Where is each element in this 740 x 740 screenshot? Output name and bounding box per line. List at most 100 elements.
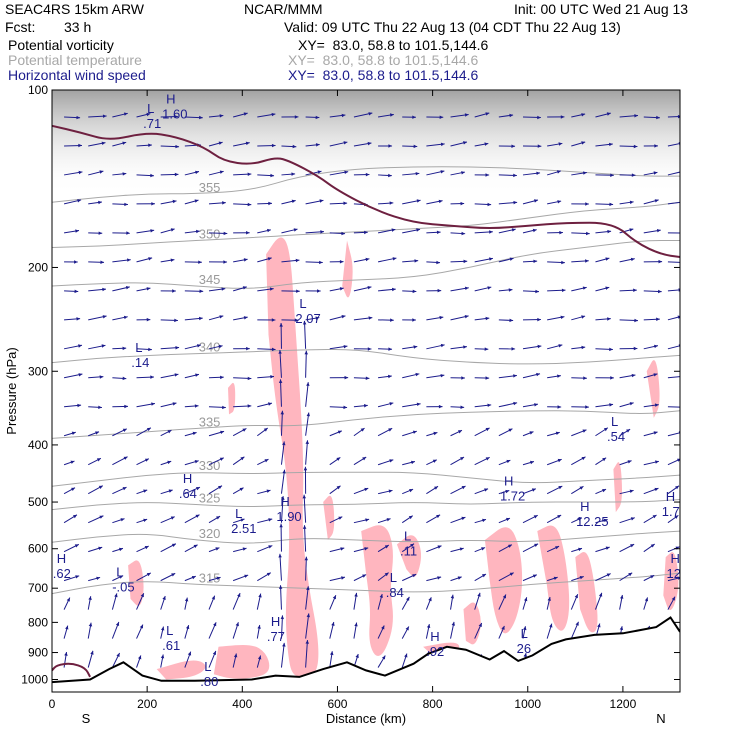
wind-vector-head-278 xyxy=(513,401,518,406)
wind-vector-399 xyxy=(279,523,283,552)
wind-vector-head-396 xyxy=(215,547,220,551)
y-tick-label-900: 900 xyxy=(28,646,48,660)
wind-vector-shaft-233 xyxy=(667,345,680,350)
wind-vector-head-143 xyxy=(392,257,397,261)
field-name-pv: Potential vorticity xyxy=(8,37,114,53)
wind-vector-39 xyxy=(378,144,393,148)
wind-vector-139 xyxy=(281,258,300,263)
wind-vector-314 xyxy=(112,456,128,466)
wind-vector-head-449 xyxy=(237,593,241,598)
wind-vector-shaft-451 xyxy=(280,585,282,610)
wind-vector-head-297 xyxy=(337,430,342,434)
wind-vector-45 xyxy=(522,144,542,148)
wind-vector-203 xyxy=(571,315,586,321)
wind-vector-228 xyxy=(547,344,563,350)
isentrope-335 xyxy=(52,410,680,439)
wind-vector-221 xyxy=(378,347,393,351)
wind-vector-head-354 xyxy=(461,486,466,490)
wind-vector-367 xyxy=(136,518,148,524)
wind-vector-head-324 xyxy=(362,457,367,461)
wind-vector-head-57 xyxy=(195,170,199,175)
wind-vector-head-32 xyxy=(218,141,223,145)
wind-vector-head-409 xyxy=(534,543,539,547)
wind-vector-head-373 xyxy=(281,496,285,500)
wind-vector-head-487 xyxy=(523,626,527,631)
wind-vector-292 xyxy=(208,430,225,437)
wind-vector-259 xyxy=(667,376,680,379)
hl-value-2: .14 xyxy=(131,355,149,370)
wind-vector-head-291 xyxy=(192,431,197,436)
wind-vector-316 xyxy=(160,460,172,466)
wind-vector-head-302 xyxy=(458,430,462,434)
wind-vector-head-341 xyxy=(143,489,148,493)
hl-letter-18: L xyxy=(204,659,211,674)
wind-vector-304 xyxy=(498,428,513,437)
wind-vector-head-86 xyxy=(268,201,272,206)
wind-vector-25 xyxy=(667,114,680,119)
isentrope-label-355: 355 xyxy=(199,180,221,195)
wind-vector-head-300 xyxy=(412,430,417,434)
x-tick-label-600: 600 xyxy=(327,697,347,711)
wind-vector-417 xyxy=(88,576,101,582)
wind-vector-155 xyxy=(667,261,680,263)
wind-vector-head-169 xyxy=(392,287,396,292)
wind-vector-363 xyxy=(667,485,680,495)
wind-vector-head-77 xyxy=(681,170,685,173)
wind-vector-125 xyxy=(571,231,590,236)
wind-vector-315 xyxy=(136,458,150,466)
wind-vector-head-371 xyxy=(240,518,245,522)
wind-vector-head-282 xyxy=(609,403,614,407)
wind-vector-head-55 xyxy=(150,173,154,178)
wind-vector-463 xyxy=(570,593,579,610)
wind-vector-219 xyxy=(329,345,348,350)
hl-letter-3: H xyxy=(183,471,192,486)
wind-vector-head-156 xyxy=(74,289,79,294)
wind-vector-253 xyxy=(522,372,541,379)
wind-vector-head-211 xyxy=(148,347,152,352)
wind-vector-376 xyxy=(353,518,370,524)
wind-vector-266 xyxy=(208,405,226,410)
hl-letter-6: L xyxy=(299,296,306,311)
wind-vector-head-292 xyxy=(220,430,225,434)
wind-vector-350 xyxy=(353,487,369,495)
pv-contour-1 xyxy=(52,662,91,678)
wind-vector-9 xyxy=(281,115,299,119)
wind-vector-347 xyxy=(280,469,286,494)
wind-vector-head-203 xyxy=(581,315,586,319)
wind-vector-177 xyxy=(571,286,587,292)
x-axis-title: Distance (km) xyxy=(326,711,406,726)
hl-value-4: 2.51 xyxy=(231,521,256,536)
wind-vector-head-427 xyxy=(341,576,345,580)
wind-vector-401 xyxy=(329,547,345,553)
wind-vector-head-351 xyxy=(388,489,393,493)
wind-vector-278 xyxy=(498,401,518,408)
wind-vector-185 xyxy=(136,317,151,322)
wind-vector-shaft-51 xyxy=(667,142,680,147)
wind-vector-364 xyxy=(63,514,78,524)
wind-vector-64 xyxy=(353,172,370,177)
wind-vector-209 xyxy=(88,344,106,350)
wind-vector-head-369 xyxy=(195,514,200,518)
wind-vector-head-224 xyxy=(463,345,467,349)
wind-vector-head-459 xyxy=(477,592,481,597)
wind-vector-49 xyxy=(619,144,638,149)
wind-vector-head-13 xyxy=(390,113,394,117)
wind-vector-head-408 xyxy=(507,544,512,548)
x-tick-label-800: 800 xyxy=(423,697,443,711)
hl-letter-1: L xyxy=(147,101,154,116)
wind-vector-head-325 xyxy=(389,459,394,463)
wind-vector-458 xyxy=(450,594,455,610)
wind-vector-head-136 xyxy=(223,260,227,264)
wind-vector-head-105 xyxy=(98,231,103,235)
wind-vector-head-337 xyxy=(677,458,680,462)
hl-letter-15: L xyxy=(166,623,173,638)
wind-vector-head-366 xyxy=(120,518,125,522)
wind-vector-head-165 xyxy=(296,289,300,293)
wind-vector-head-490 xyxy=(597,623,601,628)
field-name-wind: Horizontal wind speed xyxy=(8,67,146,83)
wind-vector-274 xyxy=(402,402,421,408)
wind-vector-head-53 xyxy=(99,170,104,174)
wind-vector-head-316 xyxy=(167,460,172,465)
wind-vector-head-103 xyxy=(682,200,686,203)
wind-vector-head-70 xyxy=(513,173,517,178)
